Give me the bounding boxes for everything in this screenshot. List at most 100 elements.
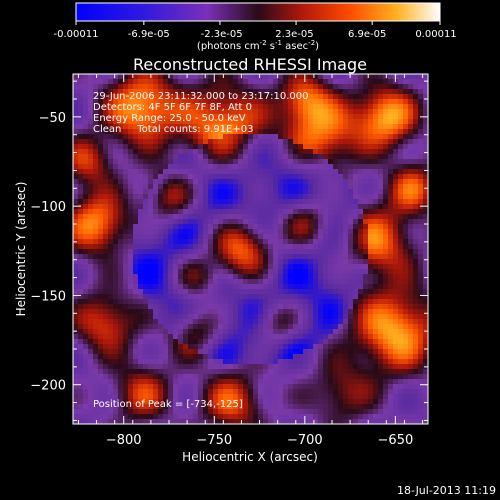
heatmap-cell	[258, 309, 263, 314]
heatmap-cell	[318, 124, 323, 129]
heatmap-cell	[223, 319, 228, 324]
heatmap-cell	[228, 159, 233, 164]
heatmap-cell	[388, 129, 393, 134]
heatmap-cell	[133, 134, 138, 139]
heatmap-cell	[148, 89, 153, 94]
heatmap-cell	[268, 109, 273, 114]
heatmap-cell	[223, 304, 228, 309]
heatmap-cell	[283, 259, 288, 264]
heatmap-cell	[343, 129, 348, 134]
heatmap-cell	[418, 404, 423, 409]
heatmap-cell	[418, 339, 423, 344]
heatmap-cell	[228, 229, 233, 234]
heatmap-cell	[148, 234, 153, 239]
heatmap-cell	[248, 229, 253, 234]
heatmap-cell	[388, 389, 393, 394]
heatmap-cell	[348, 234, 353, 239]
heatmap-cell	[303, 234, 308, 239]
heatmap-cell	[78, 269, 83, 274]
heatmap-cell	[338, 84, 343, 89]
heatmap-cell	[163, 199, 168, 204]
heatmap-cell	[383, 214, 388, 219]
heatmap-cell	[123, 279, 128, 284]
heatmap-cell	[168, 419, 173, 424]
heatmap-cell	[328, 279, 333, 284]
heatmap-cell	[283, 334, 288, 339]
heatmap-cell	[288, 249, 293, 254]
heatmap-cell	[133, 384, 138, 389]
heatmap-cell	[288, 84, 293, 89]
heatmap-cell	[188, 89, 193, 94]
heatmap-cell	[273, 274, 278, 279]
heatmap-cell	[308, 224, 313, 229]
heatmap-cell	[278, 244, 283, 249]
heatmap-cell	[418, 94, 423, 99]
heatmap-cell	[398, 134, 403, 139]
heatmap-cell	[298, 379, 303, 384]
heatmap-cell	[298, 129, 303, 134]
heatmap-cell	[278, 189, 283, 194]
heatmap-cell	[108, 169, 113, 174]
heatmap-cell	[218, 159, 223, 164]
heatmap-cell	[103, 194, 108, 199]
heatmap-cell	[268, 169, 273, 174]
heatmap-cell	[163, 204, 168, 209]
heatmap-cell	[278, 129, 283, 134]
heatmap-cell	[113, 239, 118, 244]
heatmap-cell	[103, 404, 108, 409]
heatmap-cell	[293, 149, 298, 154]
heatmap-cell	[153, 319, 158, 324]
heatmap-cell	[248, 144, 253, 149]
heatmap-cell	[173, 219, 178, 224]
heatmap-cell	[233, 284, 238, 289]
heatmap-cell	[183, 324, 188, 329]
heatmap-cell	[193, 279, 198, 284]
heatmap-cell	[408, 99, 413, 104]
heatmap-cell	[153, 379, 158, 384]
heatmap-cell	[78, 374, 83, 379]
heatmap-cell	[238, 254, 243, 259]
heatmap-cell	[348, 369, 353, 374]
heatmap-cell	[178, 239, 183, 244]
heatmap-cell	[398, 379, 403, 384]
heatmap-cell	[118, 349, 123, 354]
heatmap-cell	[393, 399, 398, 404]
heatmap-cell	[158, 129, 163, 134]
heatmap-cell	[283, 99, 288, 104]
heatmap-cell	[288, 74, 293, 79]
heatmap-cell	[198, 289, 203, 294]
heatmap-cell	[403, 354, 408, 359]
heatmap-cell	[73, 74, 78, 79]
heatmap-cell	[123, 199, 128, 204]
heatmap-cell	[358, 354, 363, 359]
heatmap-cell	[388, 139, 393, 144]
heatmap-cell	[228, 264, 233, 269]
heatmap-cell	[183, 89, 188, 94]
heatmap-cell	[263, 164, 268, 169]
heatmap-cell	[233, 269, 238, 274]
heatmap-cell	[363, 84, 368, 89]
heatmap-cell	[238, 224, 243, 229]
heatmap-cell	[398, 239, 403, 244]
heatmap-cell	[268, 179, 273, 184]
heatmap-cell	[98, 394, 103, 399]
heatmap-cell	[78, 154, 83, 159]
heatmap-cell	[128, 159, 133, 164]
heatmap-cell	[358, 334, 363, 339]
heatmap-cell	[363, 299, 368, 304]
heatmap-cell	[98, 259, 103, 264]
heatmap-cell	[413, 79, 418, 84]
heatmap-cell	[258, 384, 263, 389]
heatmap-cell	[393, 304, 398, 309]
heatmap-cell	[283, 129, 288, 134]
heatmap-cell	[198, 264, 203, 269]
heatmap-cell	[178, 129, 183, 134]
heatmap-cell	[303, 99, 308, 104]
heatmap-cell	[278, 339, 283, 344]
heatmap-cell	[83, 359, 88, 364]
heatmap-cell	[78, 119, 83, 124]
heatmap-cell	[123, 394, 128, 399]
heatmap-cell	[233, 209, 238, 214]
heatmap-cell	[228, 239, 233, 244]
heatmap-cell	[243, 99, 248, 104]
